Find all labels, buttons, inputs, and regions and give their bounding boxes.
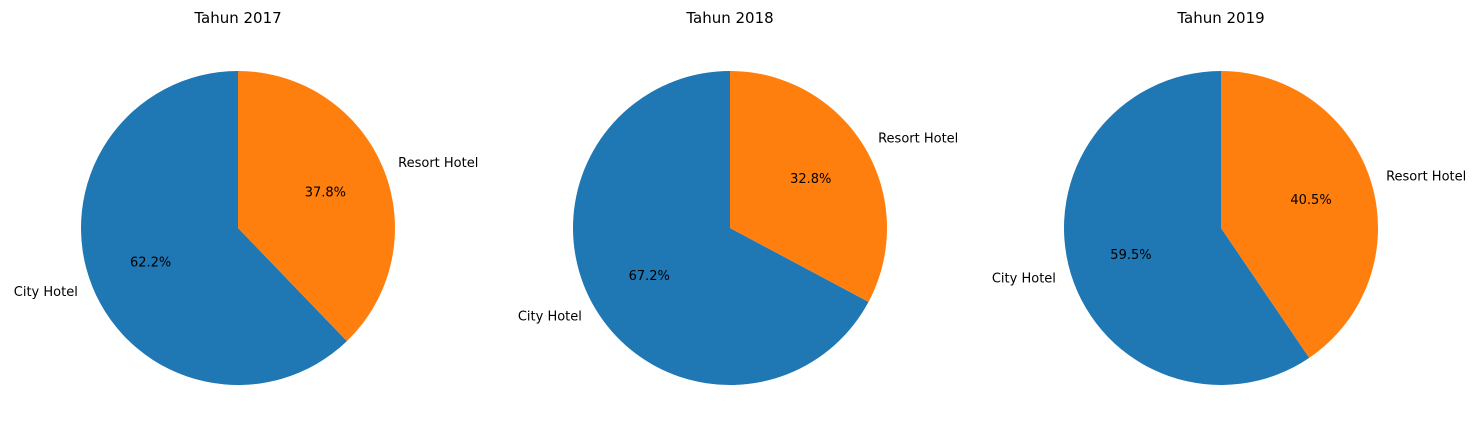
slice-percent-label: 59.5%: [1110, 248, 1151, 263]
chart-title: Tahun 2019: [1176, 9, 1264, 27]
pie-slice-resort-hotel: [1221, 70, 1378, 358]
pie-slice-city-hotel: [573, 71, 869, 386]
chart-title: Tahun 2017: [193, 9, 281, 27]
pie-chart-2018: 67.2% City Hotel 32.8% Resort Hotel Tahun 20…: [518, 9, 958, 386]
chart-title: Tahun 2018: [685, 9, 773, 27]
pie-slice-resort-hotel: [238, 70, 396, 342]
slice-percent-label: 67.2%: [629, 269, 670, 284]
slice-category-label: Resort Hotel: [398, 156, 478, 171]
slice-category-label: City Hotel: [992, 271, 1056, 286]
slice-category-label: Resort Hotel: [1386, 170, 1466, 185]
slice-percent-label: 40.5%: [1290, 193, 1331, 208]
slice-category-label: City Hotel: [518, 309, 582, 324]
pie-slice-city-hotel: [1063, 71, 1310, 386]
slice-percent-label: 32.8%: [790, 172, 831, 187]
slice-percent-label: 37.8%: [305, 185, 346, 200]
pie-slice-city-hotel: [80, 71, 347, 385]
pie-chart-2019: 59.5% City Hotel 40.5% Resort Hotel Tahun 20…: [992, 9, 1466, 386]
slice-percent-label: 62.2%: [130, 256, 171, 271]
slice-category-label: Resort Hotel: [878, 132, 958, 147]
pie-chart-2017: 62.2% City Hotel 37.8% Resort Hotel Tahun 20…: [14, 9, 478, 385]
pie-slice-resort-hotel: [730, 71, 887, 302]
slice-category-label: City Hotel: [14, 285, 78, 300]
